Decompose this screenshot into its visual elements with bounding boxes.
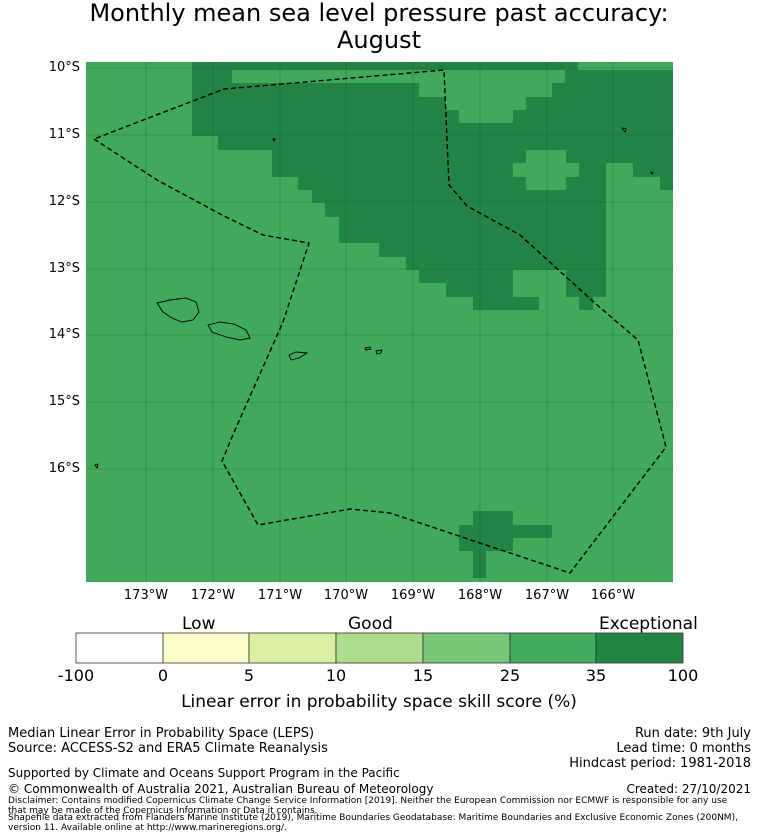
island-tokelau bbox=[620, 127, 627, 133]
lon-label-168w: 168°W bbox=[457, 588, 503, 603]
lon-label-171w: 171°W bbox=[257, 588, 303, 603]
island-swains bbox=[272, 138, 276, 143]
colorbar-bin-3 bbox=[248, 632, 337, 664]
colorbar-tick: 5 bbox=[243, 666, 255, 685]
exceptional-region-north bbox=[192, 62, 673, 310]
lat-label-11s: 11°S bbox=[48, 127, 80, 142]
exceptional-region-south bbox=[459, 511, 552, 578]
lat-label-13s: 13°S bbox=[48, 261, 80, 276]
eez-boundary bbox=[92, 69, 667, 574]
lat-label-16s: 16°S bbox=[48, 461, 80, 476]
footer-copyright: © Commonwealth of Australia 2021, Austra… bbox=[8, 782, 434, 796]
shapefile-line1: Shapefile data extracted from Flanders M… bbox=[8, 813, 738, 823]
colorbar-axis-label: Linear error in probability space skill … bbox=[181, 692, 577, 712]
disclaimer-line2: that may be made of the Copernicus Infor… bbox=[8, 806, 318, 816]
lat-label-10s: 10°S bbox=[48, 60, 80, 75]
lat-label-15s: 15°S bbox=[48, 394, 80, 409]
footer-hindcast: Hindcast period: 1981-2018 bbox=[569, 756, 751, 771]
good-patch-2 bbox=[513, 270, 566, 297]
colorbar-tick: 35 bbox=[585, 666, 607, 685]
island-upolu bbox=[207, 321, 251, 341]
colorbar-tick: 0 bbox=[157, 666, 169, 685]
disclaimer-line1: Disclaimer: Contains modified Copernicus… bbox=[8, 796, 728, 806]
good-patch-1 bbox=[513, 150, 579, 190]
graticule bbox=[86, 62, 673, 582]
colorbar-bin-2 bbox=[162, 632, 250, 664]
lon-label-173w: 173°W bbox=[123, 588, 169, 603]
island-manua-2 bbox=[375, 349, 383, 355]
island-east bbox=[649, 170, 654, 175]
colorbar-category-low: Low bbox=[182, 614, 216, 634]
footer-lead-time: Lead time: 0 months bbox=[616, 741, 751, 756]
lat-label-12s: 12°S bbox=[48, 194, 80, 209]
lon-label-170w: 170°W bbox=[323, 588, 369, 603]
colorbar-bin-7 bbox=[595, 632, 684, 664]
colorbar-tick: 100 bbox=[667, 666, 699, 685]
colorbar-bin-6 bbox=[509, 632, 597, 664]
colorbar-category-exceptional: Exceptional bbox=[599, 614, 698, 634]
colorbar-category-good: Good bbox=[348, 614, 393, 634]
colorbar-bin-5 bbox=[422, 632, 511, 664]
island-tutuila bbox=[288, 351, 309, 361]
colorbar-bin-4 bbox=[335, 632, 424, 664]
colorbar bbox=[75, 632, 684, 664]
island-manua-1 bbox=[364, 346, 372, 351]
lon-label-172w: 172°W bbox=[190, 588, 236, 603]
colorbar-bin-1 bbox=[75, 632, 164, 664]
footer-support: Supported by Climate and Oceans Support … bbox=[8, 766, 400, 780]
footer-created: Created: 27/10/2021 bbox=[626, 782, 751, 796]
chart-title-line2: August bbox=[337, 26, 421, 54]
island-wallis bbox=[94, 463, 99, 470]
colorbar-tick: -100 bbox=[57, 666, 95, 685]
footer-source: Source: ACCESS-S2 and ERA5 Climate Reana… bbox=[8, 741, 328, 756]
lon-label-169w: 169°W bbox=[390, 588, 436, 603]
chart-title-line1: Monthly mean sea level pressure past acc… bbox=[89, 0, 669, 27]
lat-label-14s: 14°S bbox=[48, 327, 80, 342]
colorbar-tick: 10 bbox=[325, 666, 347, 685]
shapefile-line2: version 11. Available online at http://w… bbox=[8, 823, 287, 833]
lon-label-167w: 167°W bbox=[524, 588, 570, 603]
footer-run-date: Run date: 9th July bbox=[634, 726, 751, 741]
colorbar-tick: 25 bbox=[499, 666, 521, 685]
colorbar-tick: 15 bbox=[412, 666, 434, 685]
lon-label-166w: 166°W bbox=[590, 588, 636, 603]
footer-method: Median Linear Error in Probability Space… bbox=[8, 726, 315, 741]
island-savaii bbox=[156, 297, 200, 323]
islands bbox=[94, 127, 654, 470]
